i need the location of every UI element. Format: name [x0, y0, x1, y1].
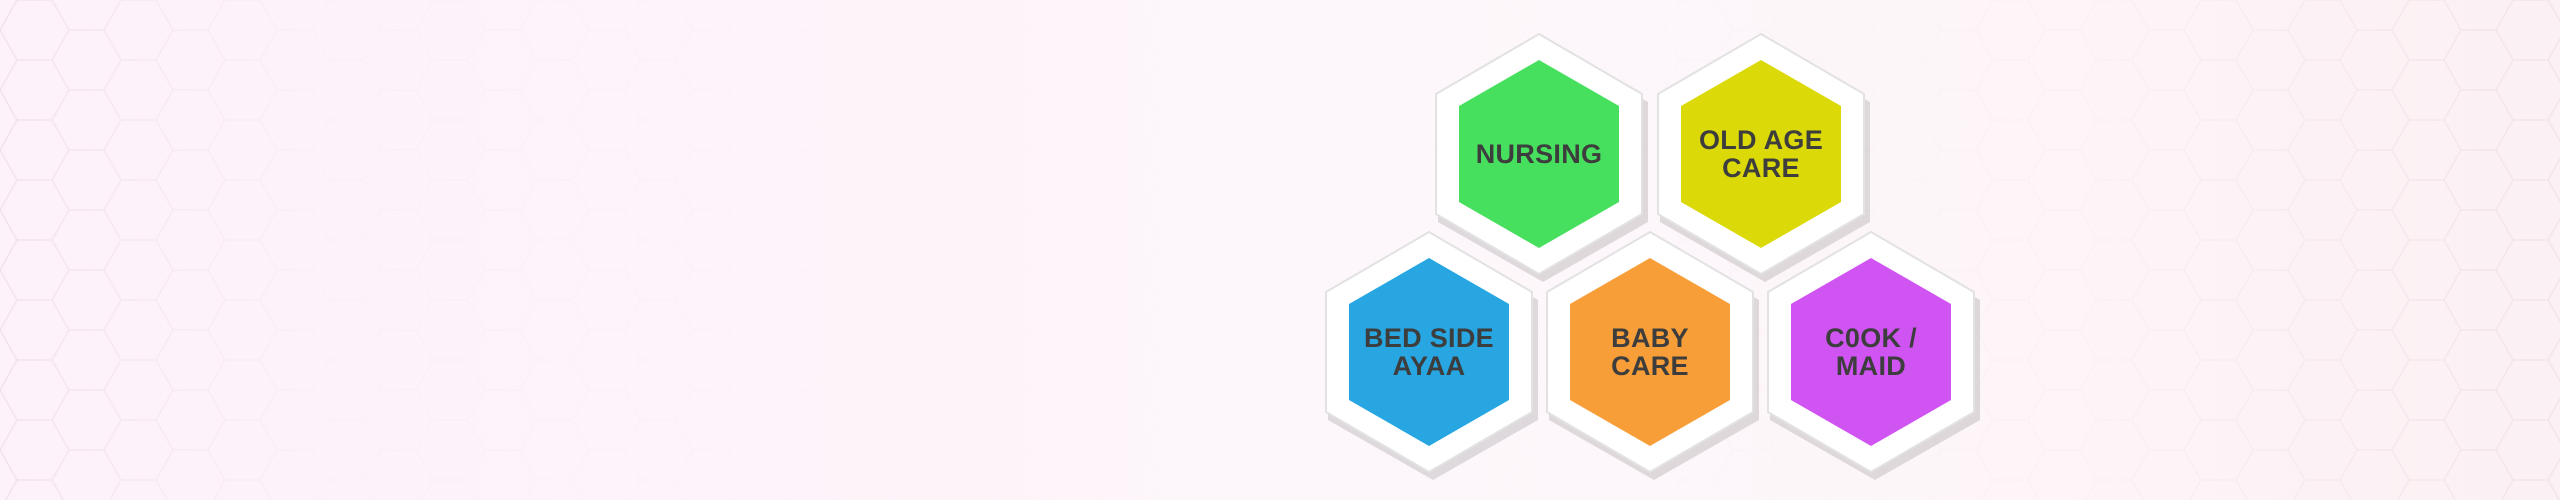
- hexagon-icon: [1546, 230, 1759, 480]
- hexagon-icon: [1435, 32, 1648, 282]
- hexagon-icon: [1325, 230, 1538, 480]
- service-tile-baby-care[interactable]: BABY CARE: [1543, 230, 1759, 480]
- service-tile-fill: [1791, 258, 1951, 446]
- hexagon-icon: [1657, 32, 1870, 282]
- service-tile-bed-side-ayaa[interactable]: BED SIDE AYAA: [1322, 230, 1538, 480]
- hexagon-icon: [1767, 230, 1980, 480]
- service-tile-fill: [1570, 258, 1730, 446]
- service-tile-cook-maid[interactable]: C0OK / MAID: [1764, 230, 1980, 480]
- service-tile-fill: [1459, 60, 1619, 248]
- service-tile-fill: [1681, 60, 1841, 248]
- service-tile-fill: [1349, 258, 1509, 446]
